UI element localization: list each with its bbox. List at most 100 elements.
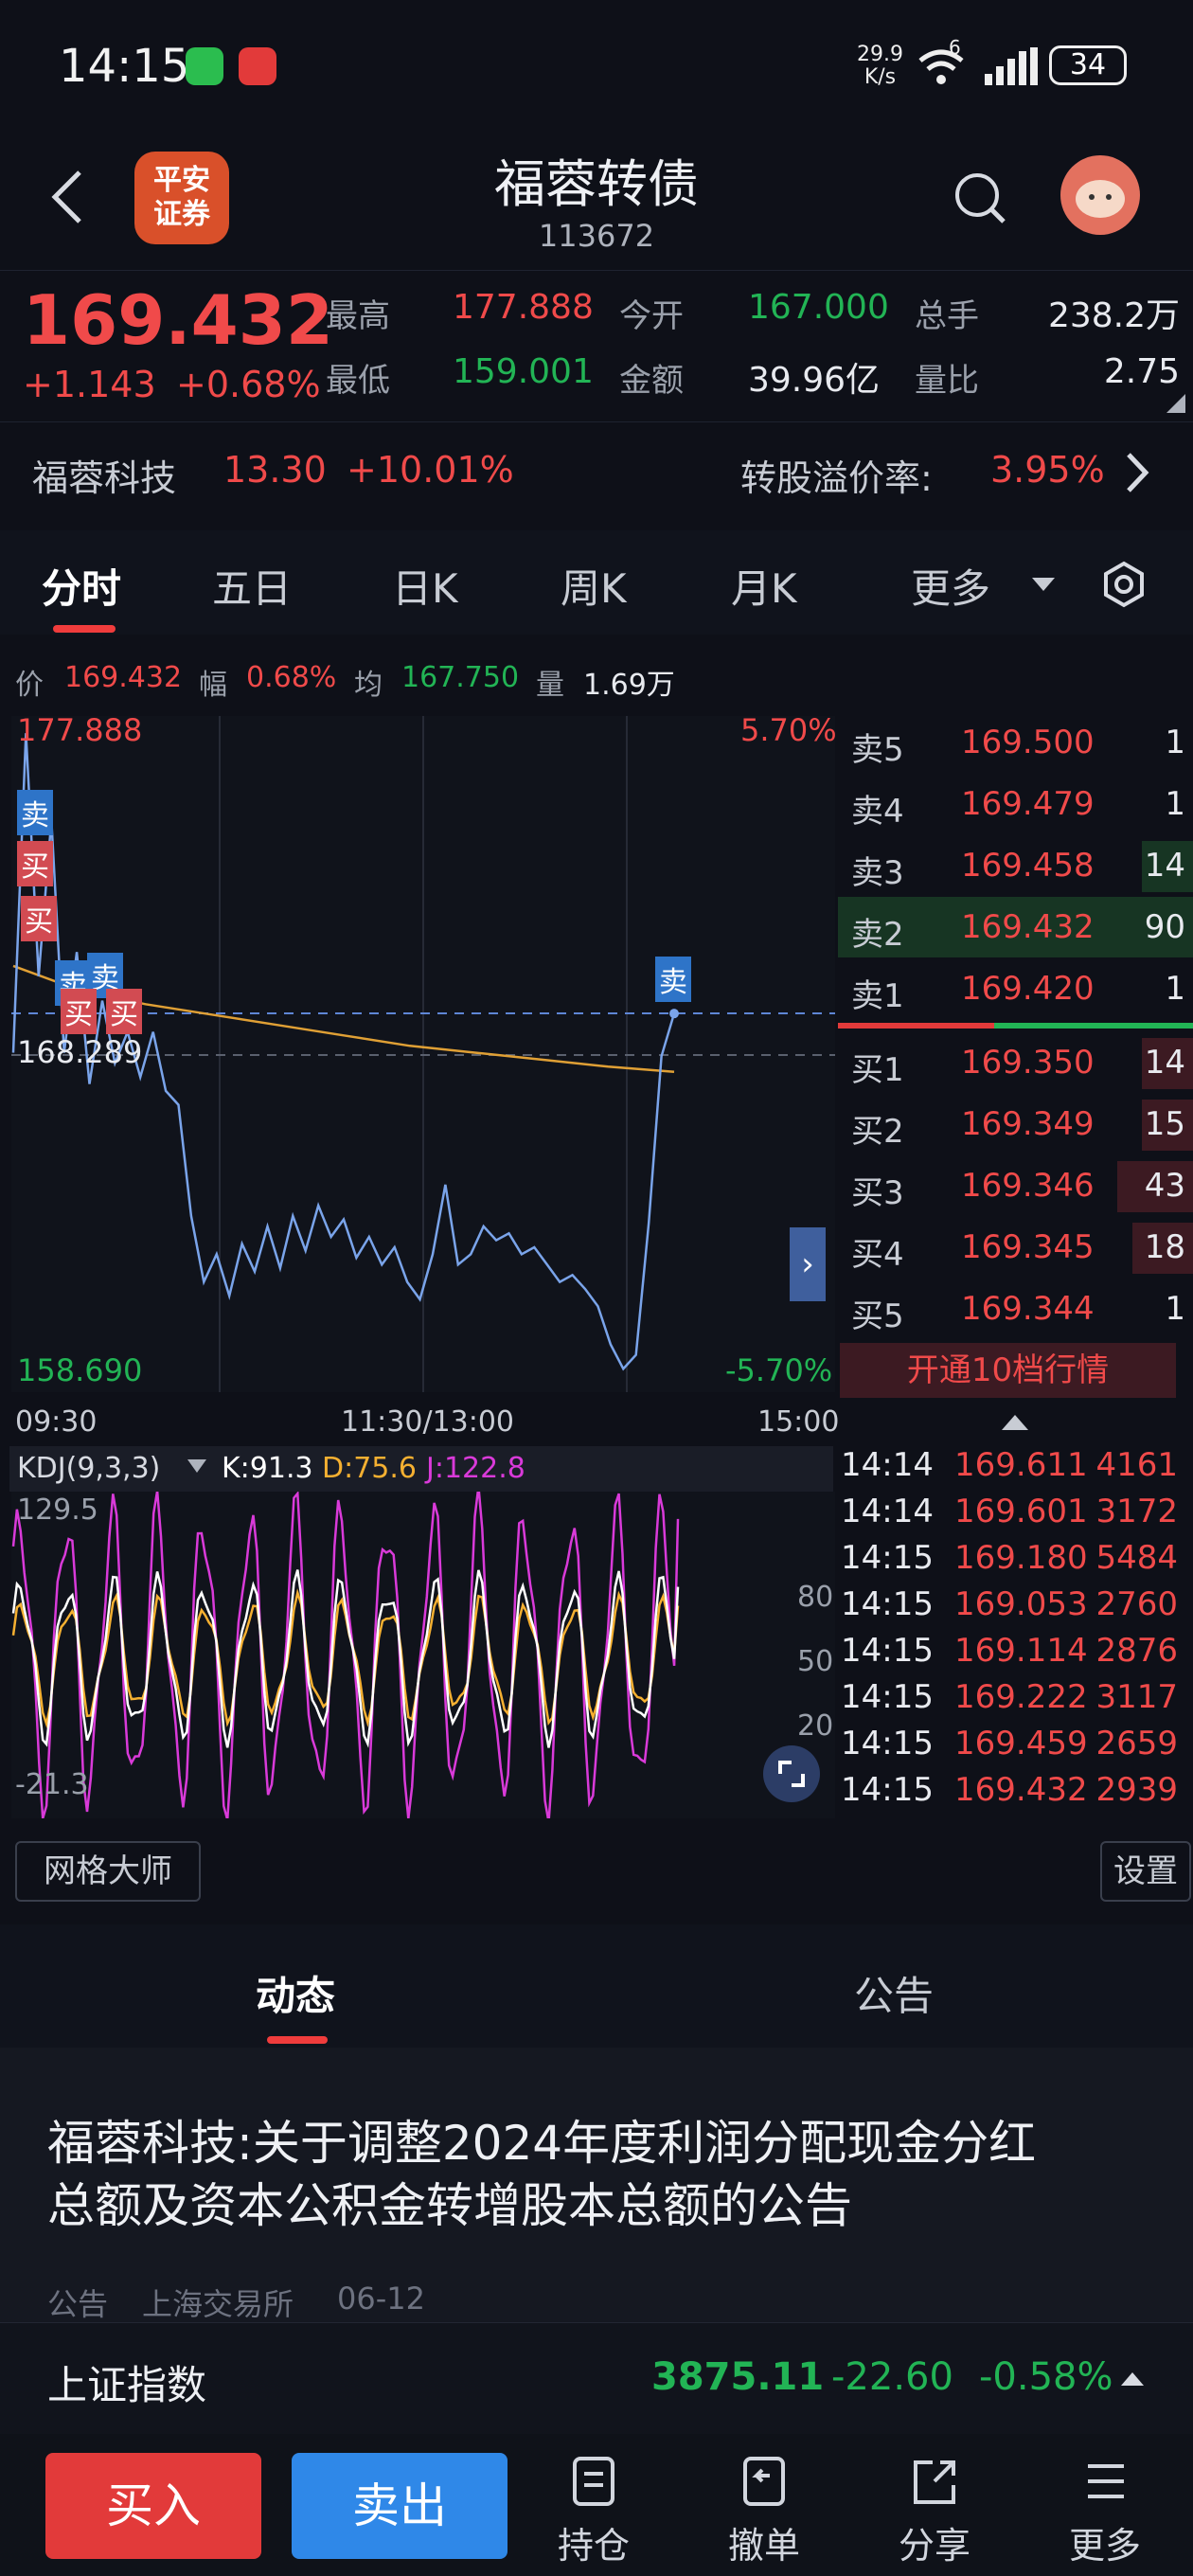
cancel-order-tab[interactable]: 撤单 — [712, 2455, 816, 2568]
gear-icon[interactable] — [1100, 561, 1148, 608]
crosshair-info: 价 169.432 幅 0.68% 均 167.750 量 1.69万 — [0, 644, 833, 710]
open-value: 167.000 — [748, 288, 889, 327]
chevron-right-icon[interactable] — [1123, 451, 1151, 498]
ask-price: 169.479 — [961, 785, 1095, 823]
ask-row-4: 卖4 169.479 1 — [838, 774, 1193, 834]
bid-row-4: 买4 169.345 18 — [838, 1217, 1193, 1278]
intraday-chart[interactable]: 177.888 5.70% 168.289 158.690 -5.70% 卖 买… — [0, 712, 838, 1394]
caret-up-icon[interactable] — [1121, 2372, 1144, 2386]
search-icon[interactable] — [953, 170, 1009, 227]
kdj-d-value: D:75.6 — [322, 1452, 418, 1485]
index-value: 3875.11 — [651, 2355, 825, 2399]
ratio-value: 2.75 — [1103, 352, 1180, 391]
premium-label: 转股溢价率: — [740, 457, 933, 499]
ask-volume: 1 — [1165, 785, 1185, 823]
bid-row-5: 买5 169.344 1 — [838, 1279, 1193, 1339]
news-title[interactable]: 福蓉科技:关于调整2024年度利润分配现金分红总额及资本公积金转增股本总额的公告 — [47, 2116, 1037, 2233]
sell-marker[interactable]: 卖 — [655, 957, 691, 1002]
buy-marker[interactable]: 买 — [21, 896, 57, 941]
ask-label: 卖2 — [851, 916, 904, 954]
bid-price: 169.349 — [961, 1105, 1095, 1143]
sell-button[interactable]: 卖出 — [292, 2453, 507, 2559]
avatar[interactable] — [1060, 155, 1140, 235]
kdj-chart[interactable]: 129.5 -21.3 80 50 20 — [0, 1486, 838, 1823]
ask-label: 卖3 — [851, 854, 904, 892]
avg-value: 167.750 — [401, 661, 520, 694]
corner-expand-icon[interactable] — [1166, 394, 1185, 413]
kdj-j-value: J:122.8 — [426, 1452, 525, 1485]
price-change-pct: +0.68% — [176, 364, 321, 405]
bid-label: 买3 — [851, 1174, 904, 1212]
bid-volume: 15 — [1144, 1105, 1185, 1143]
active-tab-indicator — [53, 625, 116, 633]
time-start: 09:30 — [15, 1405, 98, 1439]
ask-label: 卖5 — [851, 731, 904, 769]
ask-row-5: 卖5 169.500 1 — [838, 712, 1193, 773]
caret-down-icon[interactable] — [1032, 578, 1055, 591]
ratio-label: 量比 — [915, 362, 979, 400]
back-arrow-icon[interactable] — [47, 169, 91, 224]
intraday-chart-svg — [11, 716, 835, 1392]
tick-row: 14:15 169.432 2939 — [841, 1771, 1178, 1809]
chart-top-pct: 5.70% — [740, 712, 837, 748]
more-tab[interactable]: 更多 — [1053, 2455, 1157, 2568]
tick-list: 14:14 169.611 4161 14:14 169.601 3172 14:15 1… — [0, 1442, 1193, 1821]
positions-tab[interactable]: 持仓 — [542, 2455, 646, 2568]
menu-icon — [1088, 2464, 1124, 2498]
caret-up-icon[interactable] — [1002, 1415, 1028, 1430]
kdj-legend[interactable]: KDJ(9,3,3) K:91.3 D:75.6 J:122.8 — [9, 1446, 833, 1492]
expand-orderbook-button[interactable]: › — [790, 1227, 826, 1301]
tab-more[interactable]: 更多 — [911, 565, 991, 612]
price-line — [11, 733, 676, 1371]
tab-dynamics[interactable]: 动态 — [256, 1973, 336, 2019]
high-value: 177.888 — [453, 288, 594, 327]
ask-price: 169.420 — [961, 970, 1095, 1008]
ask-volume: 90 — [1144, 908, 1185, 946]
buy-button[interactable]: 买入 — [45, 2453, 261, 2559]
tab-intraday[interactable]: 分时 — [42, 565, 122, 612]
news-type: 公告 — [47, 2286, 109, 2322]
tab-weekly-k[interactable]: 周K — [561, 565, 627, 612]
news-tabs: 动态 公告 — [0, 1924, 1193, 2048]
open-level10-button[interactable]: 开通10档行情 — [840, 1343, 1176, 1398]
range-value: 0.68% — [246, 661, 337, 694]
tick-row: 14:14 169.601 3172 — [841, 1493, 1178, 1530]
buy-marker[interactable]: 买 — [17, 841, 53, 886]
index-bar[interactable]: 上证指数 3875.11 -22.60 -0.58% — [0, 2322, 1193, 2435]
tab-five-day[interactable]: 五日 — [212, 565, 293, 612]
price-value: 169.432 — [64, 661, 183, 694]
tab-monthly-k[interactable]: 月K — [731, 565, 797, 612]
bid-label: 买2 — [851, 1113, 904, 1151]
settings-button[interactable]: 设置 — [1100, 1841, 1191, 1902]
bid-volume: 18 — [1144, 1228, 1185, 1266]
amount-label: 金额 — [619, 362, 684, 400]
bid-price: 169.350 — [961, 1044, 1095, 1082]
quote-panel: 169.432 +1.143 +0.68% 最高 177.888 最低 159.… — [0, 270, 1193, 422]
share-tab[interactable]: 分享 — [882, 2455, 987, 2568]
status-bar: 14:15 29.9 K/s 6 34 — [0, 0, 1193, 133]
bid-row-3: 买3 169.346 43 — [838, 1155, 1193, 1216]
open-label: 今开 — [619, 297, 684, 335]
caret-down-icon[interactable] — [187, 1459, 206, 1473]
sell-marker[interactable]: 卖 — [17, 790, 53, 835]
security-code: 113672 — [538, 218, 655, 254]
grid-master-button[interactable]: 网格大师 — [15, 1841, 201, 1902]
tick-row: 14:15 169.114 2876 — [841, 1632, 1178, 1670]
indicator-name[interactable]: KDJ(9,3,3) — [17, 1452, 161, 1485]
range-label: 幅 — [199, 669, 227, 702]
undo-icon — [743, 2457, 785, 2506]
news-item[interactable]: 福蓉科技:关于调整2024年度利润分配现金分红总额及资本公积金转增股本总额的公告… — [0, 2048, 1193, 2322]
buy-marker[interactable]: 买 — [106, 989, 142, 1034]
bid-volume: 1 — [1165, 1290, 1185, 1328]
tab-announcements[interactable]: 公告 — [854, 1973, 935, 2019]
page-title: 福蓉转债 — [494, 154, 699, 214]
bid-price: 169.344 — [961, 1290, 1095, 1328]
ask-volume: 1 — [1165, 724, 1185, 761]
underlying-stock-row[interactable]: 福蓉科技 13.30 +10.01% 转股溢价率: 3.95% — [0, 421, 1193, 522]
premium-value: 3.95% — [990, 449, 1105, 491]
time-end: 15:00 — [757, 1405, 840, 1439]
fullscreen-icon[interactable] — [763, 1745, 820, 1802]
tab-daily-k[interactable]: 日K — [392, 565, 458, 612]
last-price-point — [669, 1009, 679, 1019]
buy-marker[interactable]: 买 — [61, 989, 97, 1034]
